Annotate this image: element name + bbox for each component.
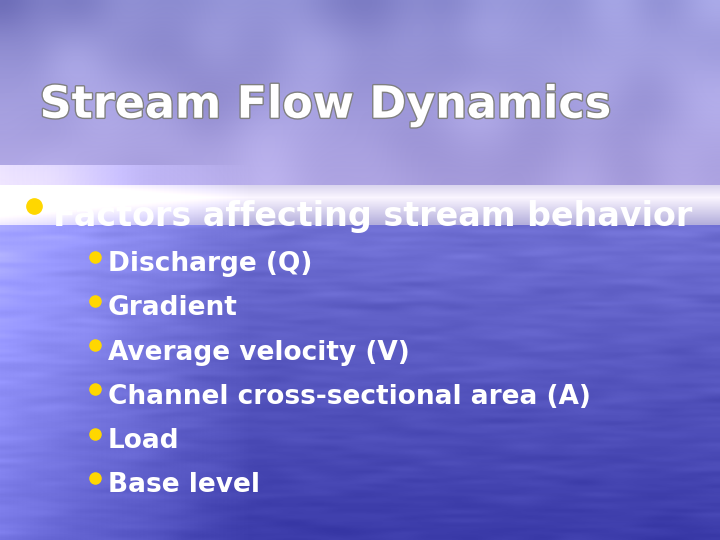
Text: Load: Load (108, 428, 179, 454)
Text: Gradient: Gradient (108, 295, 238, 321)
Text: Base level: Base level (108, 472, 260, 498)
Text: Channel cross-sectional area (A): Channel cross-sectional area (A) (108, 384, 591, 410)
Text: Discharge (Q): Discharge (Q) (108, 251, 312, 277)
Text: Factors affecting stream behavior: Factors affecting stream behavior (53, 200, 692, 233)
Text: Average velocity (V): Average velocity (V) (108, 340, 410, 366)
Text: Stream Flow Dynamics: Stream Flow Dynamics (40, 84, 612, 127)
